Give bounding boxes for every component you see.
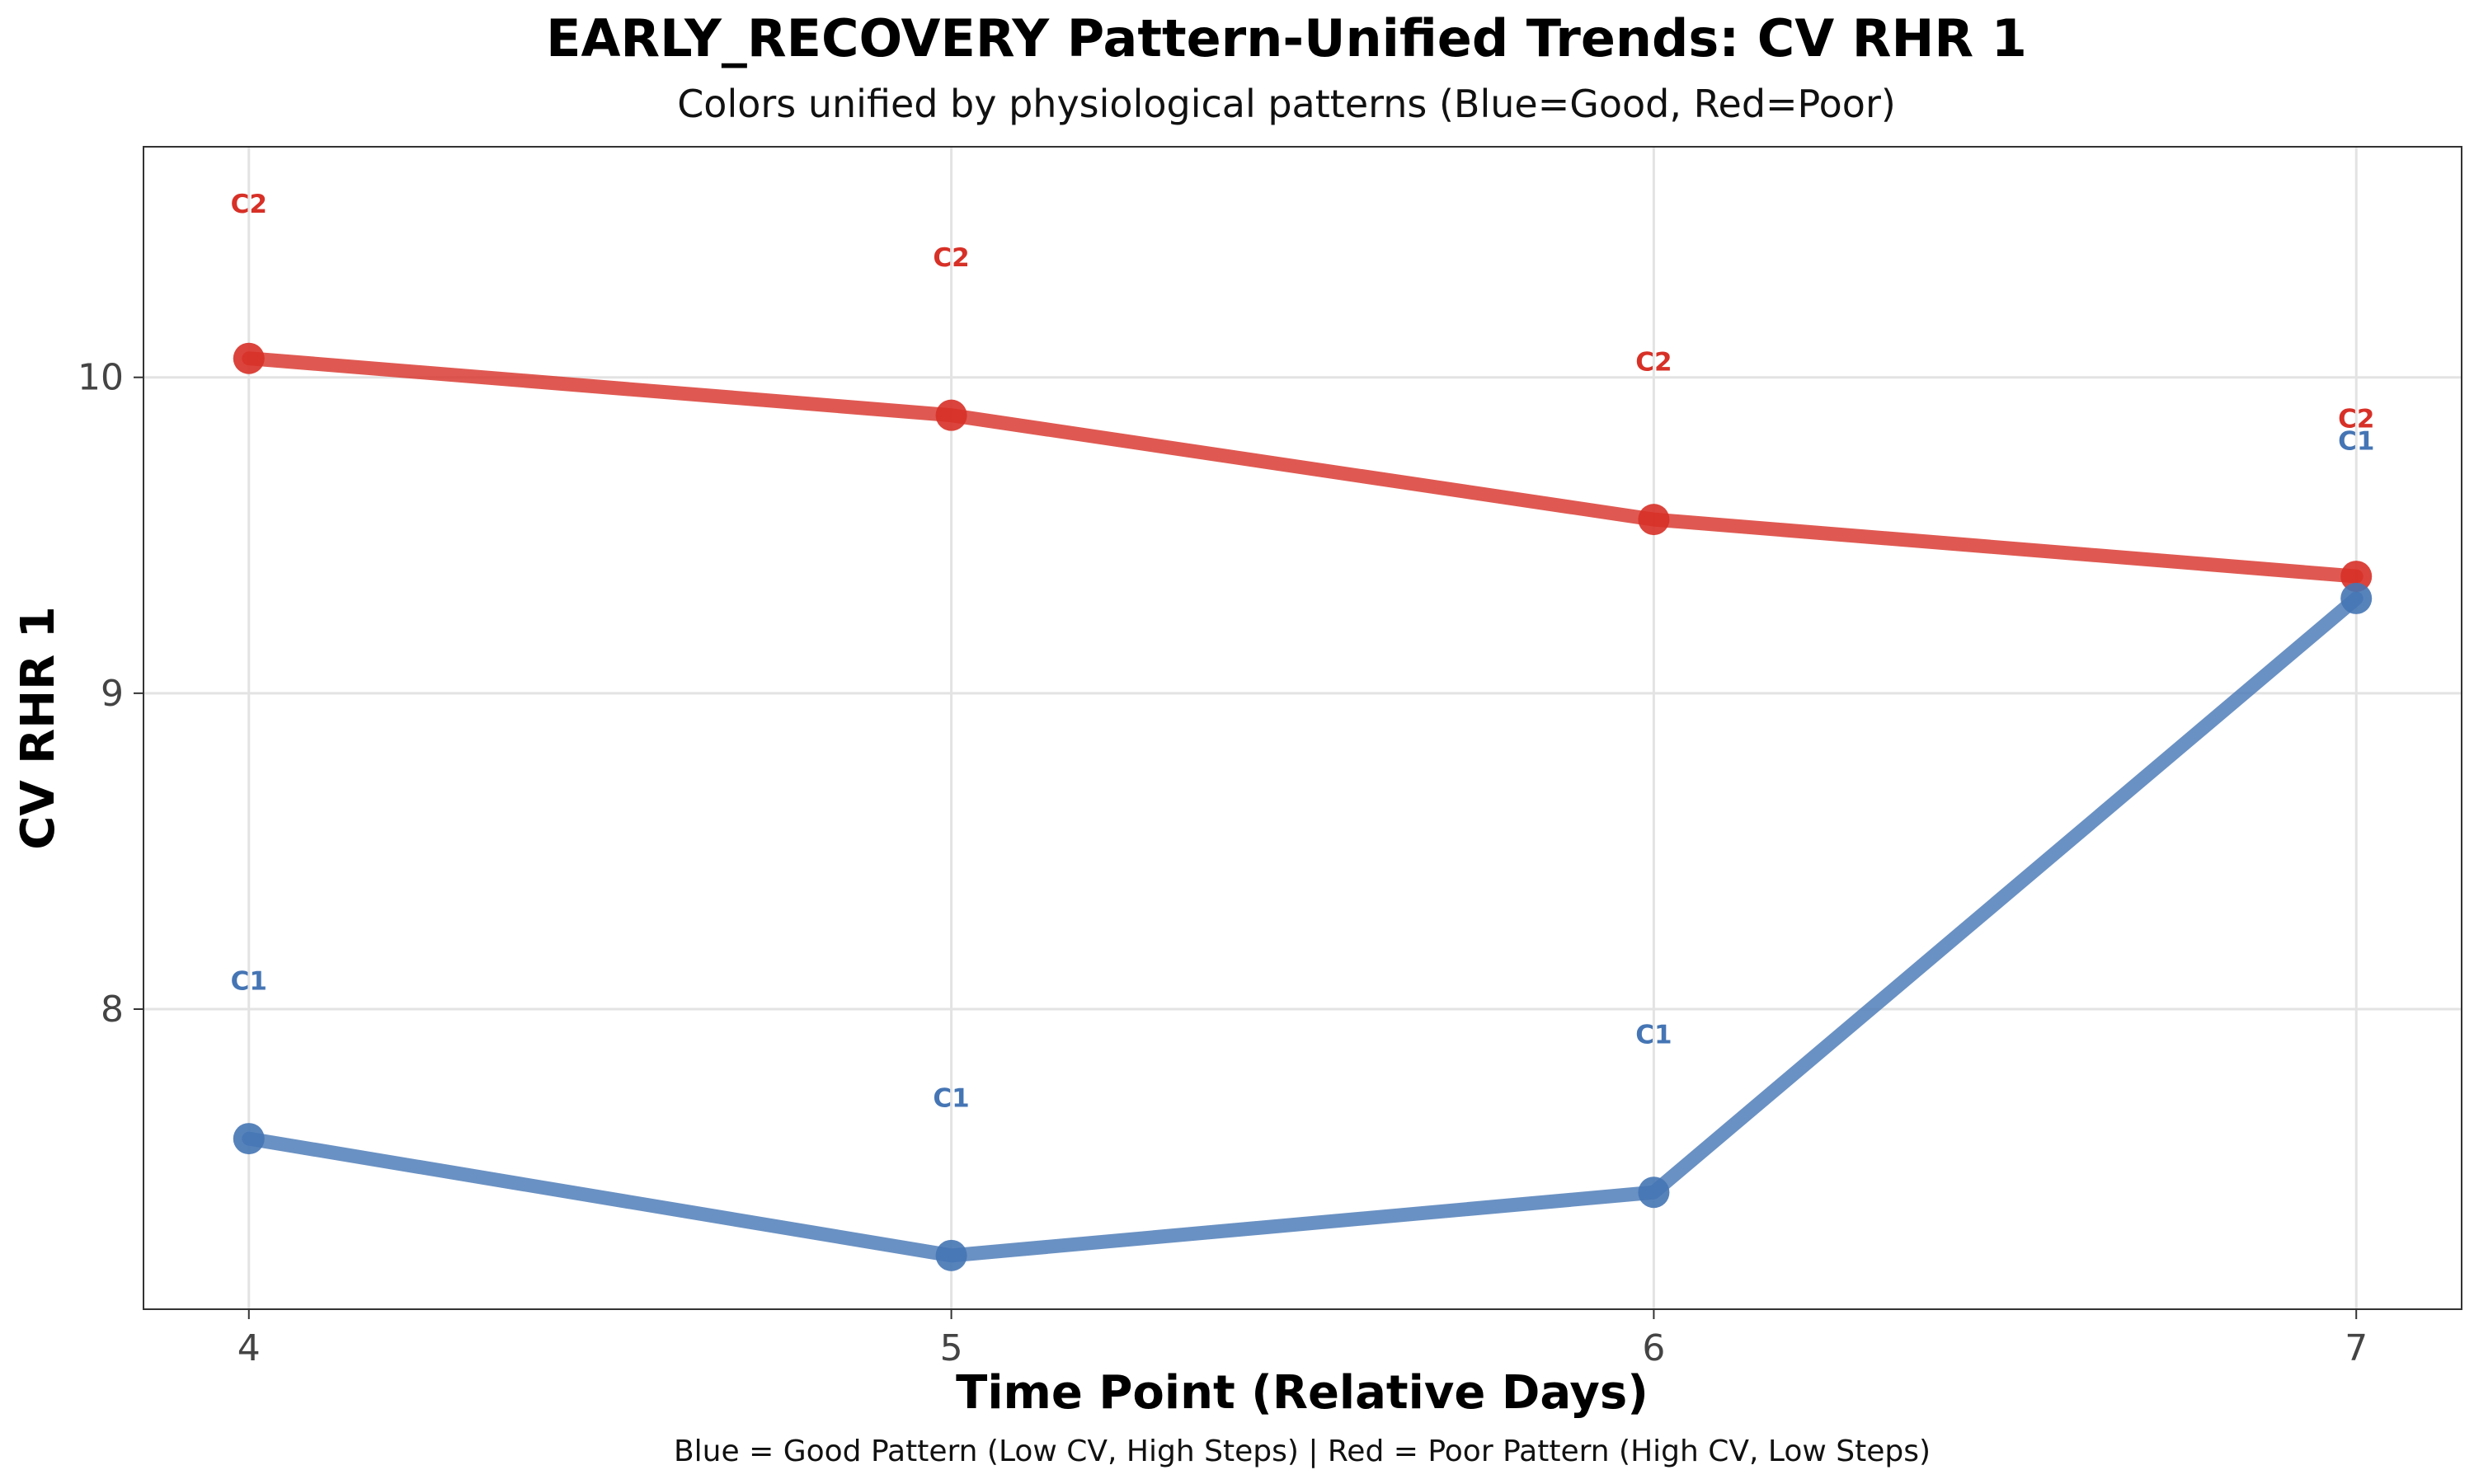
data-point-c1-4 — [233, 1123, 265, 1155]
data-point-c2-6 — [1638, 504, 1670, 536]
x-tick-label-4: 4 — [238, 1327, 261, 1369]
y-tick-label-10: 10 — [78, 357, 124, 399]
plot-border — [143, 146, 2462, 1310]
series-line-c1 — [242, 591, 2363, 1263]
chart-caption: Blue = Good Pattern (Low CV, High Steps)… — [674, 1435, 1931, 1468]
chart-title: EARLY_RECOVERY Pattern-Unified Trends: C… — [546, 8, 2027, 68]
data-point-c1-7 — [2340, 582, 2373, 614]
plot-background — [143, 147, 2462, 1309]
data-point-c1-6 — [1638, 1176, 1670, 1209]
x-tick-label-7: 7 — [2345, 1327, 2368, 1369]
point-label-c1-4: C1 — [231, 967, 267, 997]
series-lines — [242, 351, 2363, 1263]
x-tick-label-5: 5 — [940, 1327, 963, 1369]
x-axis-title: Time Point (Relative Days) — [956, 1366, 1649, 1420]
y-axis: 8 9 10 — [78, 357, 143, 1031]
point-label-c2-4: C2 — [231, 190, 267, 219]
point-label-c2-5: C2 — [933, 243, 969, 273]
series-points — [233, 342, 2373, 1271]
point-label-c2-6: C2 — [1635, 348, 1672, 378]
series-line-c2 — [242, 351, 2363, 584]
y-axis-title: CV RHR 1 — [12, 606, 65, 850]
chart-subtitle: Colors unified by physiological patterns… — [677, 82, 1896, 126]
data-point-c2-7 — [2340, 561, 2373, 593]
x-tick-label-6: 6 — [1642, 1327, 1665, 1369]
data-point-c2-4 — [233, 342, 265, 374]
data-point-c1-5 — [935, 1239, 967, 1271]
y-tick-label-8: 8 — [101, 989, 124, 1031]
data-point-c2-5 — [935, 399, 967, 431]
y-tick-label-9: 9 — [101, 673, 124, 715]
x-axis: 4 5 6 7 — [238, 1309, 2368, 1369]
point-label-c1-6: C1 — [1635, 1021, 1672, 1050]
point-label-c1-7: C1 — [2338, 426, 2374, 456]
point-label-c1-5: C1 — [933, 1083, 969, 1113]
point-label-c2-7: C2 — [2338, 405, 2374, 434]
